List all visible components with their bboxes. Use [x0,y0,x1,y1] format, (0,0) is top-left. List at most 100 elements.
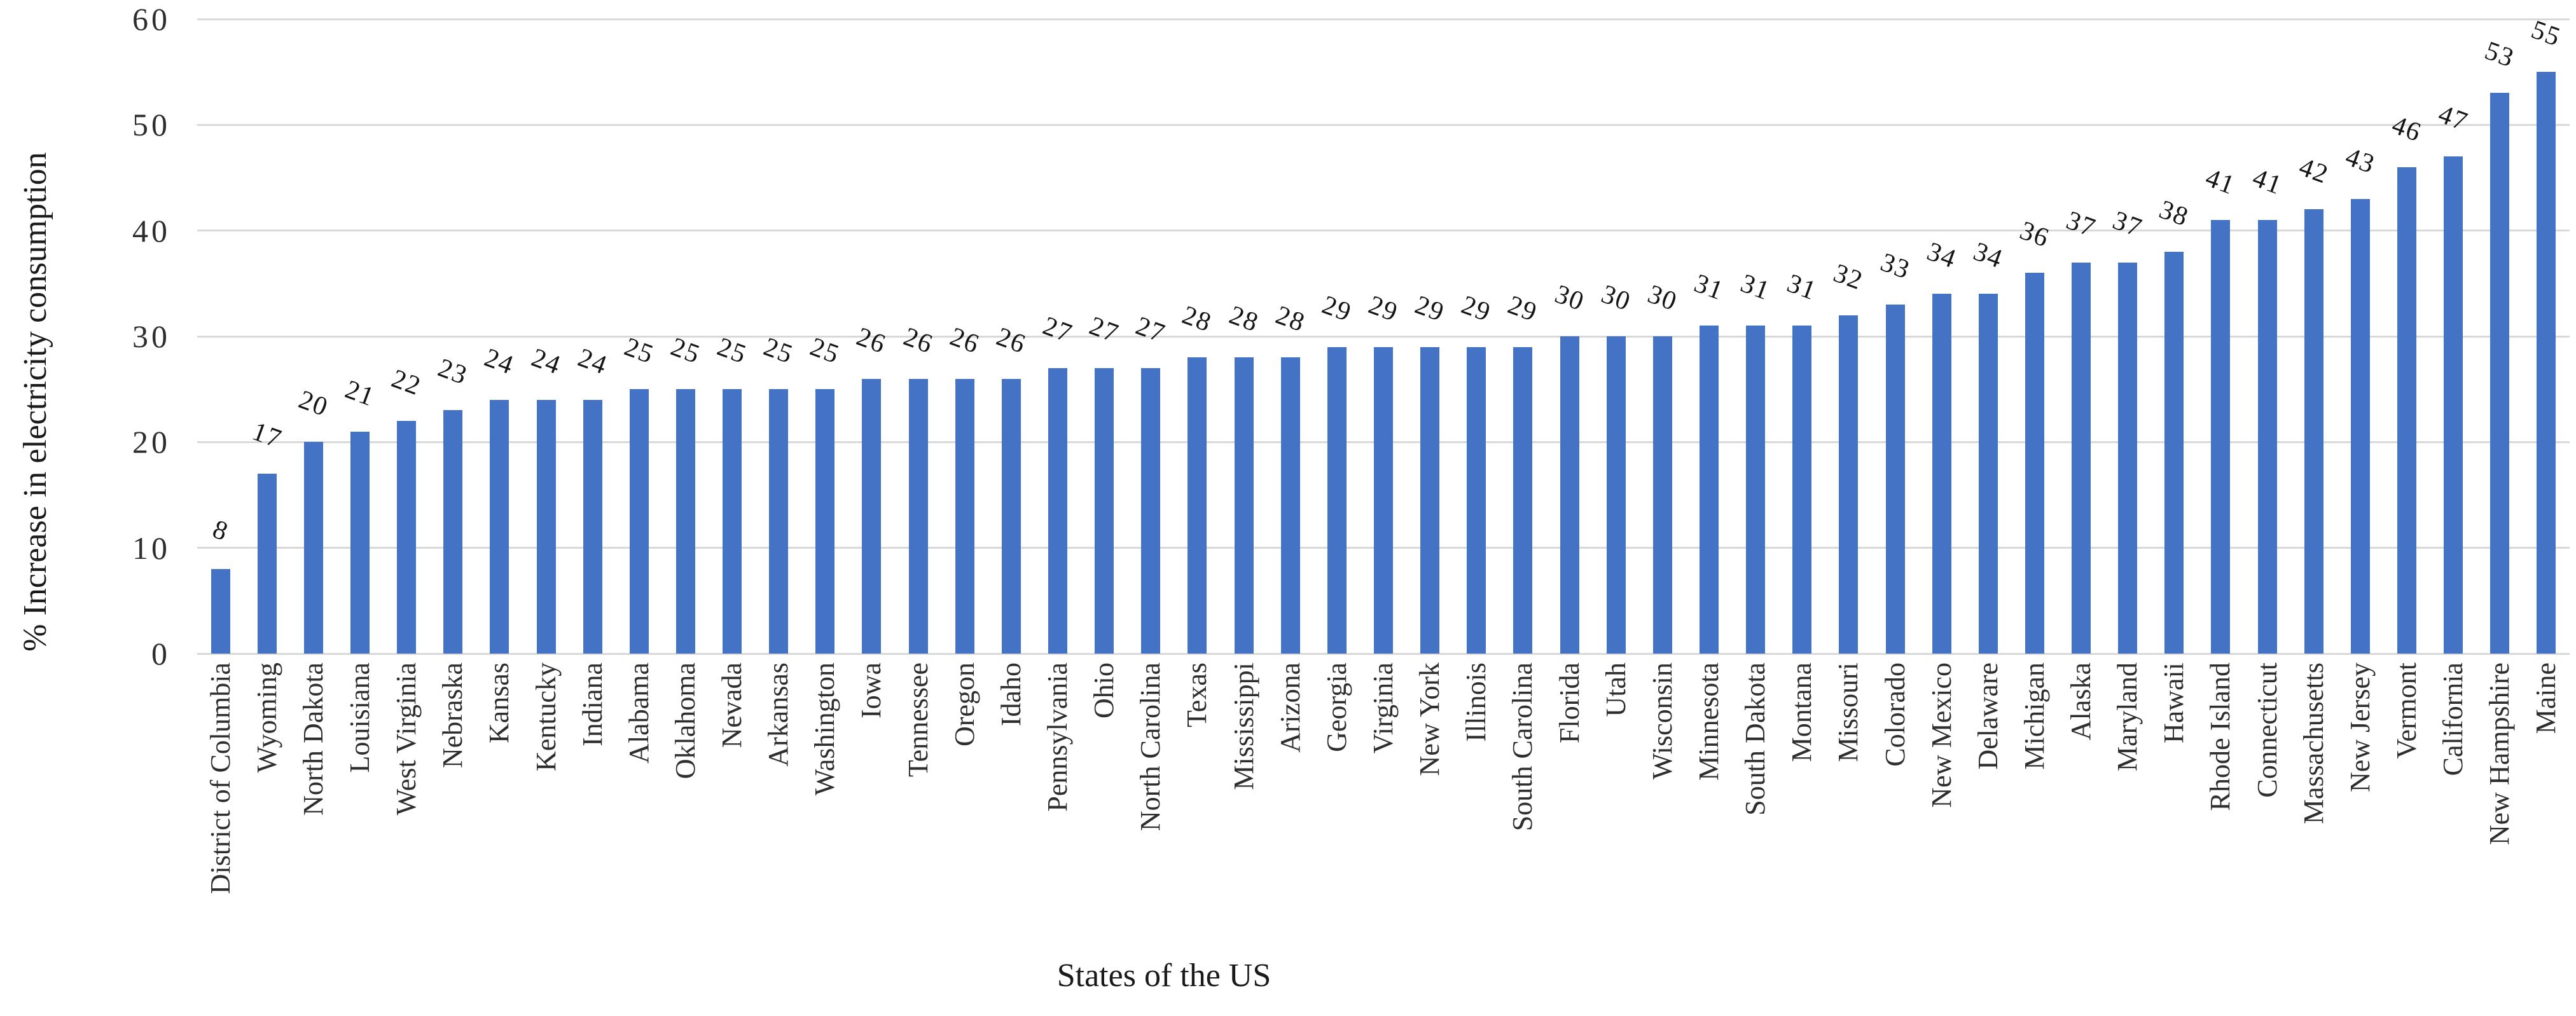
bar [536,399,556,654]
x-tick-label: Arizona [1274,662,1306,753]
y-tick-label: 20 [132,424,170,460]
bar [1467,347,1486,654]
bar [1839,315,1859,654]
bar [2490,93,2510,654]
x-tick-label: West Virginia [391,662,422,816]
x-axis-line [197,652,2570,655]
y-tick-label: 0 [151,636,170,671]
y-tick-label: 60 [132,1,170,37]
x-tick-label: Wyoming [251,662,282,773]
y-tick-label: 10 [132,530,170,566]
x-tick-label: Colorado [1879,662,1911,767]
bar [1141,367,1161,654]
bar [862,378,882,654]
bar [2444,156,2463,654]
x-tick-label: Michigan [2018,662,2050,770]
x-tick-label: Connecticut [2251,662,2283,798]
x-tick-label: New Jersey [2344,662,2376,793]
x-tick-label: Oregon [948,662,980,746]
bar [303,442,323,654]
x-tick-label: Mississippi [1228,662,1259,790]
x-tick-label: Missouri [1832,662,1864,762]
x-tick-label: Arkansas [763,662,794,767]
x-tick-label: Florida [1553,662,1585,744]
bar [1652,336,1672,654]
bar [257,474,277,654]
x-tick-label: Wisconsin [1646,662,1678,779]
x-tick-label: Iowa [855,662,887,718]
bar [675,389,695,654]
bar [629,389,649,654]
bar [1885,305,1905,654]
bar [2397,167,2417,654]
x-tick-label: Maine [2530,662,2562,734]
bar [1560,336,1579,654]
x-tick-label: Ohio [1088,662,1120,718]
gridline [197,123,2570,126]
x-tick-label: Kentucky [530,662,562,772]
bar [723,389,742,654]
x-tick-label: South Carolina [1507,662,1539,832]
x-tick-label: Hawaii [2158,662,2190,744]
x-tick-label: Maryland [2112,662,2143,772]
bar [1699,326,1719,654]
gridline [197,230,2570,232]
x-tick-label: Washington [809,662,841,796]
bar-value-label: 8 [208,514,233,547]
x-tick-label: Minnesota [1693,662,1724,781]
x-tick-label: Rhode Island [2205,662,2236,811]
x-tick-label: Nevada [716,662,748,748]
x-axis-title: States of the US [1056,958,1271,994]
bar [1513,347,1533,654]
x-tick-label: California [2437,662,2469,776]
x-tick-label: Nebraska [437,662,469,769]
bar [2304,209,2323,654]
bar [1978,294,1998,654]
bar-value-label: 17 [248,416,286,455]
x-tick-label: Virginia [1368,662,1399,754]
x-tick-label: Tennessee [902,662,934,778]
bar [397,421,417,654]
x-tick-label: Idaho [995,662,1027,727]
x-tick-label: Vermont [2391,662,2423,759]
gridline [197,18,2570,20]
x-tick-label: Pennsylvania [1042,662,1074,812]
x-tick-label: Oklahoma [669,662,701,779]
bar [490,399,509,654]
x-tick-label: Alabama [623,662,654,764]
x-tick-label: Kansas [483,662,515,744]
bar [2072,262,2091,654]
x-tick-label: Montana [1786,662,1818,762]
x-tick-label: Massachusetts [2297,662,2329,825]
x-tick-label: District of Columbia [204,662,236,895]
bar [1792,326,1812,654]
x-tick-label: Illinois [1460,662,1492,742]
bar [2350,198,2370,654]
x-tick-label: New York [1414,662,1446,776]
x-tick-label: Texas [1181,662,1213,727]
bar [769,389,789,654]
bar [1420,347,1440,654]
bar [1048,367,1068,654]
x-tick-label: Indiana [576,662,608,746]
bar [955,378,974,654]
y-tick-label: 50 [132,107,170,143]
bar [2025,273,2044,654]
bar [1932,294,1951,654]
x-tick-label: North Carolina [1135,662,1167,832]
y-tick-label: 30 [132,319,170,354]
bar [2118,262,2138,654]
bar [1374,347,1393,654]
bar [211,568,230,654]
x-tick-label: Louisiana [343,662,375,773]
x-tick-label: Utah [1600,662,1631,717]
bar [1095,367,1114,654]
x-tick-label: North Dakota [297,662,329,816]
bar [815,389,835,654]
x-tick-label: New Hampshire [2484,662,2516,846]
x-tick-label: New Mexico [1925,662,1957,808]
bar [1327,347,1347,654]
bar [583,399,602,654]
bar [2164,251,2184,654]
